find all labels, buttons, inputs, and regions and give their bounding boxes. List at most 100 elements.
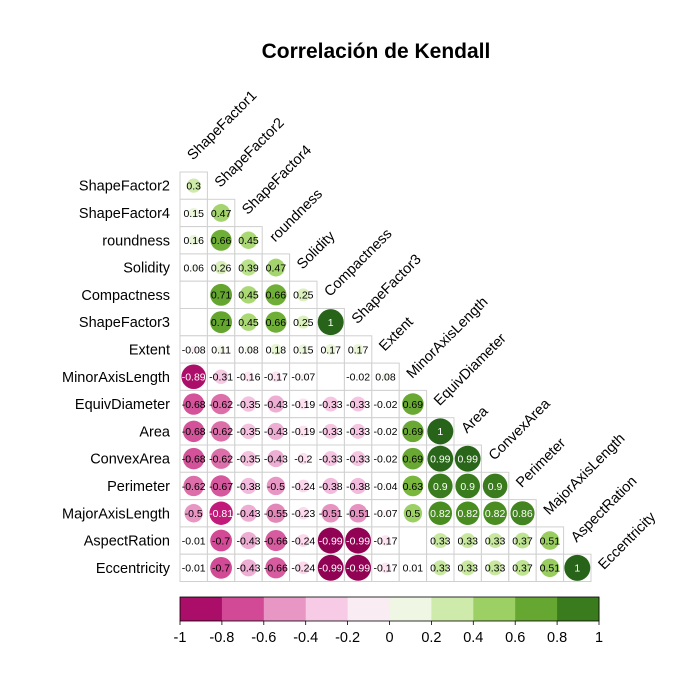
correlation-circle: [210, 393, 232, 415]
correlation-value: -0.99: [346, 563, 370, 575]
correlation-value: 1: [328, 317, 334, 329]
correlation-value: 0.69: [403, 399, 424, 411]
correlation-value: -0.08: [182, 344, 206, 356]
correlation-circle: [510, 501, 535, 526]
row-label: MinorAxisLength: [62, 370, 170, 386]
correlation-value: -0.35: [237, 399, 261, 411]
correlation-value: -0.43: [237, 563, 261, 575]
correlation-circle: [212, 204, 231, 222]
correlation-value: -0.99: [319, 535, 343, 547]
row-label: Perimeter: [107, 479, 170, 495]
row-label: Eccentricity: [96, 561, 171, 577]
correlation-circle: [270, 343, 282, 355]
colorbar-tick-label: 0: [385, 630, 393, 646]
correlation-value: 0.86: [512, 508, 533, 520]
correlation-value: -0.01: [182, 563, 206, 575]
correlation-value: -0.5: [185, 508, 203, 520]
correlation-circle: [322, 477, 339, 494]
correlation-circle: [239, 532, 258, 550]
correlation-value: 0.99: [430, 453, 451, 465]
correlation-value: -0.62: [182, 481, 206, 493]
correlation-value: 0.26: [211, 262, 232, 274]
colorbar-tick-label: -1: [174, 630, 187, 646]
correlation-value: -0.02: [374, 453, 398, 465]
colorbar-tick-label: 0.8: [547, 630, 567, 646]
correlation-circle: [210, 529, 232, 552]
correlation-value: -0.99: [319, 563, 343, 575]
correlation-value: -0.7: [212, 535, 230, 547]
correlation-circle: [239, 504, 258, 522]
correlation-circle: [317, 554, 344, 581]
correlation-circle: [267, 395, 285, 413]
grid-cell: [179, 335, 208, 364]
correlation-circle: [427, 473, 453, 499]
correlation-circle: [296, 288, 310, 302]
correlation-value: -0.55: [264, 508, 288, 520]
correlation-circle: [482, 473, 508, 499]
correlation-circle: [323, 451, 339, 467]
correlation-value: -0.02: [346, 372, 370, 384]
correlation-value: 0.33: [457, 563, 478, 575]
colorbar-segment: [515, 597, 558, 621]
correlation-circle: [350, 451, 366, 467]
correlation-circle: [402, 420, 424, 443]
correlation-circle: [356, 374, 360, 379]
correlation-value: 0.69: [403, 453, 424, 465]
correlation-circle: [186, 178, 201, 193]
colorbar-segment: [180, 597, 223, 621]
correlation-circle: [239, 286, 258, 304]
row-label: Compactness: [81, 288, 170, 304]
correlation-circle: [296, 534, 310, 547]
correlation-value: 0.15: [293, 344, 314, 356]
correlation-value: -0.35: [237, 426, 261, 438]
correlation-value: 0.63: [403, 481, 424, 493]
correlation-circle: [240, 259, 257, 276]
correlation-value: -0.43: [264, 426, 288, 438]
correlation-circle: [297, 398, 309, 410]
correlation-value: 1: [574, 563, 580, 575]
correlation-value: 0.5: [406, 508, 421, 520]
correlation-value: -0.43: [264, 399, 288, 411]
correlation-value: -0.33: [319, 426, 343, 438]
grid-cell: [398, 526, 428, 555]
correlation-circle: [299, 373, 307, 381]
correlation-value: 0.16: [183, 235, 204, 247]
colorbar-segment: [221, 597, 265, 621]
correlation-value: -0.51: [346, 508, 370, 520]
correlation-circle: [383, 429, 388, 434]
correlation-value: -0.38: [237, 481, 261, 493]
row-labels: ShapeFactor2 ShapeFactor4 roundness Solidit…: [62, 179, 171, 577]
correlation-value: 0.66: [266, 290, 287, 302]
correlation-circle: [460, 560, 476, 576]
correlation-circle: [266, 503, 286, 523]
correlation-circle: [411, 566, 415, 570]
correlation-circle: [266, 476, 286, 496]
correlation-circle: [210, 311, 233, 334]
correlation-value: -0.38: [346, 481, 370, 493]
row-label: ShapeFactor2: [79, 179, 170, 195]
correlation-value: -0.81: [209, 508, 233, 520]
colorbar-segment: [431, 597, 474, 621]
correlation-value: 0.17: [348, 344, 369, 356]
correlation-value: 0.82: [430, 508, 451, 520]
colorbar-tick-label: 0.4: [463, 630, 483, 646]
grid-cell: [179, 308, 208, 337]
correlation-value: -0.17: [374, 563, 398, 575]
correlation-value: -0.07: [374, 508, 398, 520]
correlation-circle: [243, 371, 254, 382]
correlation-value: 0.47: [266, 262, 287, 274]
correlation-value: -0.01: [182, 535, 206, 547]
correlation-value: 0.9: [460, 481, 475, 493]
colorbar-segment: [557, 597, 600, 621]
correlation-value: 0.37: [512, 535, 533, 547]
correlation-value: 0.33: [485, 535, 506, 547]
correlation-value: -0.38: [319, 481, 343, 493]
correlation-value: 1: [437, 426, 443, 438]
correlation-circle: [210, 556, 232, 579]
correlation-value: -0.23: [291, 508, 315, 520]
colorbar-tick-label: -0.2: [335, 630, 360, 646]
correlation-value: 0.15: [183, 208, 204, 220]
correlation-value: 0.33: [485, 563, 506, 575]
correlation-circle: [244, 345, 253, 354]
correlation-circle: [321, 503, 340, 523]
